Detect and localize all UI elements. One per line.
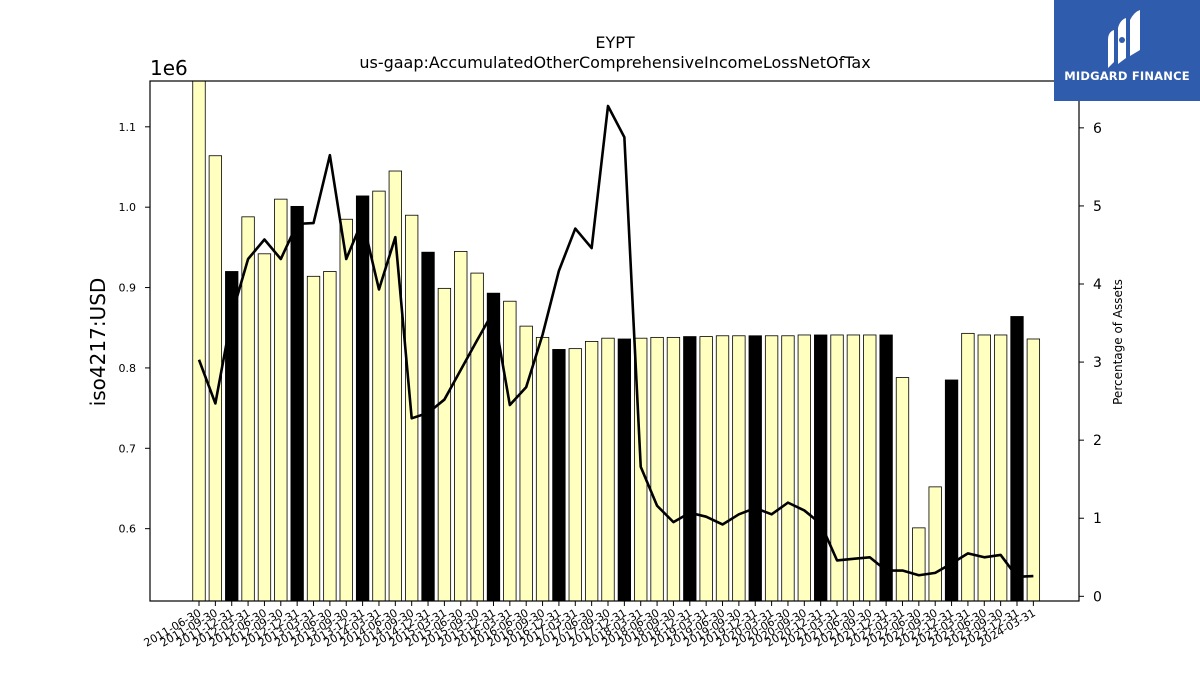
- y-axis-label: iso4217:USD: [86, 278, 110, 407]
- bar-2022-09-30: [928, 486, 942, 602]
- y-tick-label: 1.0: [119, 201, 137, 214]
- midgard-finance-logo: MIDGARD FINANCE: [1054, 0, 1200, 101]
- bar-2018-06-30: [650, 336, 664, 602]
- bar-2018-12-31: [683, 336, 697, 602]
- y-tick-label: 0.8: [119, 362, 137, 375]
- bar-2022-03-31: [895, 377, 910, 602]
- y2-tick-label: 0: [1093, 589, 1102, 605]
- bar-2017-06-30: [584, 340, 599, 602]
- bar-2014-12-31: [421, 251, 435, 602]
- bar-2021-12-31: [879, 334, 893, 602]
- bar-2016-06-30: [519, 325, 533, 602]
- bar-2013-06-30: [323, 271, 337, 602]
- bar-2012-06-30: [257, 253, 272, 602]
- x-ticks-group: 2011-06-302011-09-302011-12-312012-03-31…: [142, 601, 1038, 650]
- bar-2020-12-31: [814, 334, 828, 602]
- bar-2019-06-30: [715, 335, 730, 602]
- bar-2016-09-30: [535, 336, 550, 602]
- y-ticks-group: 0.6 0.7 0.8 0.9 1.0 1.1: [119, 121, 150, 536]
- y-tick-label: 0.7: [119, 442, 137, 455]
- bar-2013-09-30: [339, 218, 353, 602]
- y-tick-label: 0.6: [119, 523, 137, 536]
- bar-2023-06-30: [977, 334, 991, 602]
- logo-mark-icon: [1108, 10, 1140, 68]
- bar-2016-12-31: [552, 349, 566, 602]
- y2-tick-label: 5: [1093, 199, 1102, 215]
- bar-2024-03-31: [1026, 338, 1041, 602]
- plot-frame: [149, 80, 1080, 602]
- bar-2017-09-30: [601, 337, 615, 602]
- y-offset-label: 1e6: [150, 56, 188, 80]
- bars-group: [192, 80, 1041, 602]
- y2-ticks-group: 0 1 2 3 4 5 6: [1079, 121, 1102, 605]
- bar-2017-03-31: [568, 348, 582, 602]
- bar-2015-03-31: [437, 287, 452, 602]
- bar-2013-12-31: [355, 195, 370, 602]
- bar-2021-06-30: [846, 334, 861, 602]
- bar-2019-03-31: [699, 336, 713, 602]
- bar-2020-06-30: [781, 335, 795, 602]
- bar-2020-09-30: [797, 334, 811, 602]
- y2-tick-label: 1: [1093, 511, 1102, 527]
- bar-2019-09-30: [732, 335, 746, 602]
- y2-tick-label: 2: [1093, 433, 1102, 449]
- y-tick-label: 1.1: [119, 121, 137, 134]
- chart-subtitle: us-gaap:AccumulatedOtherComprehensiveInc…: [359, 53, 870, 72]
- logo-text: MIDGARD FINANCE: [1064, 69, 1190, 83]
- y2-tick-label: 3: [1093, 355, 1102, 371]
- y2-tick-label: 4: [1093, 277, 1102, 293]
- bar-2022-12-31: [944, 379, 959, 602]
- bar-2014-03-31: [372, 190, 386, 602]
- chart-title: EYPT: [595, 33, 635, 52]
- y2-axis-label: Percentage of Assets: [1111, 279, 1125, 405]
- bar-2016-03-31: [503, 300, 517, 602]
- y2-tick-label: 6: [1093, 121, 1102, 137]
- bar-2011-06-30: [192, 80, 206, 602]
- bar-2015-06-30: [454, 250, 468, 602]
- bar-2018-09-30: [666, 336, 681, 602]
- bar-2014-06-30: [388, 170, 402, 602]
- bar-2012-12-31: [290, 205, 304, 602]
- bar-2013-03-31: [306, 275, 321, 602]
- line-group: [197, 104, 1034, 579]
- bar-2022-06-30: [912, 527, 926, 602]
- bar-2019-12-31: [748, 335, 762, 602]
- bar-2020-03-31: [764, 335, 779, 602]
- bar-2017-12-31: [617, 338, 632, 602]
- bar-2015-09-30: [470, 272, 484, 602]
- percentage-line: [197, 104, 1034, 579]
- y-tick-label: 0.9: [119, 282, 137, 295]
- bar-2023-03-31: [961, 332, 975, 602]
- bar-2023-12-31: [1010, 316, 1024, 602]
